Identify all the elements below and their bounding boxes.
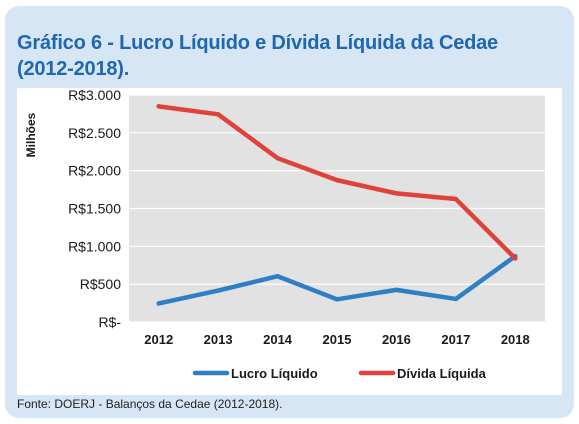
data-point-divida (215, 112, 221, 117)
data-point-lucro (275, 274, 280, 279)
data-point-lucro (334, 297, 340, 302)
x-tick-label: 2017 (441, 332, 470, 347)
x-tick-label: 2016 (382, 332, 411, 347)
data-point-divida (156, 104, 161, 109)
x-tick-label: 2014 (263, 332, 293, 347)
x-tick-label: 2013 (204, 332, 233, 347)
x-tick-label: 2012 (144, 332, 173, 347)
line-chart: R$- R$500 R$1.000 R$1.500 R$2.000 R$2.500 R$3.… (24, 88, 545, 381)
x-tick-label: 2015 (323, 332, 352, 347)
data-point-lucro (394, 287, 399, 293)
data-point-divida (334, 177, 340, 183)
legend-label-divida: Dívida Líquida (397, 366, 487, 381)
data-point-lucro (156, 301, 161, 306)
chart-title-line-1: Gráfico 6 - Lucro Líquido e Dívida Líqui… (17, 32, 498, 54)
data-point-divida (275, 155, 280, 161)
y-tick-label: R$1.500 (68, 201, 121, 217)
y-tick-label: R$3.000 (68, 88, 121, 103)
y-tick-label: R$1.000 (68, 238, 121, 254)
y-tick-label: R$2.500 (68, 125, 121, 141)
y-tick-label: R$- (98, 314, 121, 330)
data-point-divida (513, 256, 518, 261)
data-point-lucro (453, 296, 459, 302)
legend-label-lucro: Lucro Líquido (231, 366, 318, 381)
y-tick-label: R$2.000 (68, 163, 121, 179)
y-tick-label: R$500 (80, 276, 121, 292)
chart-title-line-2: (2012-2018). (17, 58, 130, 80)
data-point-divida (394, 191, 399, 196)
chart-panel: R$- R$500 R$1.000 R$1.500 R$2.000 R$2.500 R$3.… (17, 88, 562, 395)
data-point-lucro (215, 288, 221, 293)
chart-title: Gráfico 6 - Lucro Líquido e Dívida Líqui… (17, 30, 562, 82)
data-point-divida (453, 196, 459, 202)
y-axis-label: Milhões (24, 112, 38, 157)
x-tick-label: 2018 (501, 332, 530, 347)
source-note: Fonte: DOERJ - Balanços da Cedae (2012-2… (17, 397, 283, 411)
